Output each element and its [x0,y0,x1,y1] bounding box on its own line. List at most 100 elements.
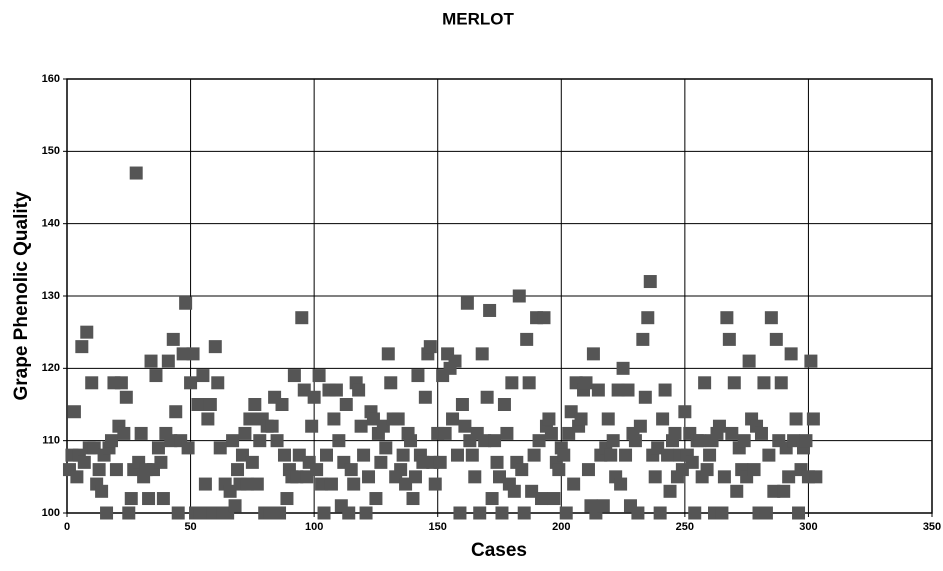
point [722,332,736,346]
point [391,412,405,426]
point [641,311,655,325]
point [500,426,514,440]
point [633,419,647,433]
point [525,484,539,498]
point [485,492,499,506]
point [85,376,99,390]
point [381,347,395,361]
point [616,361,630,375]
point [544,426,558,440]
point [653,506,667,520]
point [591,383,605,397]
y-tick-label: 140 [42,218,60,230]
point [332,434,346,448]
point [727,376,741,390]
point [344,463,358,477]
point [557,448,571,462]
point [493,470,506,484]
point [117,426,131,440]
point [742,354,756,368]
point [240,477,254,491]
point [455,398,469,411]
point [206,506,220,520]
point [685,455,699,469]
point [764,311,778,325]
point [270,434,284,448]
point [67,405,81,419]
point [596,499,610,513]
point [366,412,380,426]
point [169,405,183,419]
point [438,426,452,440]
point [394,463,408,477]
point [151,441,165,455]
point [542,412,556,426]
point [643,275,657,289]
point [191,398,205,411]
point [564,405,578,419]
point [166,332,180,346]
point [648,470,662,484]
point [416,455,430,469]
point [213,441,227,455]
point [517,506,531,520]
point [606,434,620,448]
point [411,369,425,383]
y-tick-label: 120 [42,362,60,374]
point [297,383,311,397]
point [428,477,442,491]
point [581,463,595,477]
point [497,398,511,411]
point [433,455,447,469]
point [495,506,509,520]
y-axis-label: Grape Phenolic Quality [11,191,32,400]
point [774,376,788,390]
point [453,506,467,520]
point [547,492,561,506]
point [379,441,393,455]
point [792,506,806,520]
point [730,484,744,498]
point [324,477,338,491]
point [203,398,217,411]
point [228,499,242,513]
point [458,419,472,433]
point [468,470,482,484]
x-axis-label: Cases [471,540,527,561]
point [762,448,776,462]
point [782,470,796,484]
point [300,470,314,484]
point [757,376,771,390]
point [305,419,319,433]
point [399,477,413,491]
y-tick-label: 130 [42,290,60,302]
point [806,412,820,426]
point [737,434,751,448]
point [134,426,148,440]
point [512,289,526,303]
point [149,369,163,383]
point [376,419,390,433]
point [658,383,672,397]
point [329,383,343,397]
point [142,492,156,506]
point [638,390,652,404]
point [784,347,798,361]
point [100,506,114,520]
point [712,419,726,433]
point [77,455,91,469]
point [129,166,143,180]
x-tick-label: 300 [799,521,817,533]
point [354,419,368,433]
point [359,506,373,520]
point [483,303,497,317]
point [263,506,277,520]
y-tick-label: 160 [42,73,60,85]
point [717,470,731,484]
point [307,390,321,404]
point [759,506,773,520]
point [490,455,504,469]
point [567,477,581,491]
point [92,463,106,477]
point [119,390,133,404]
